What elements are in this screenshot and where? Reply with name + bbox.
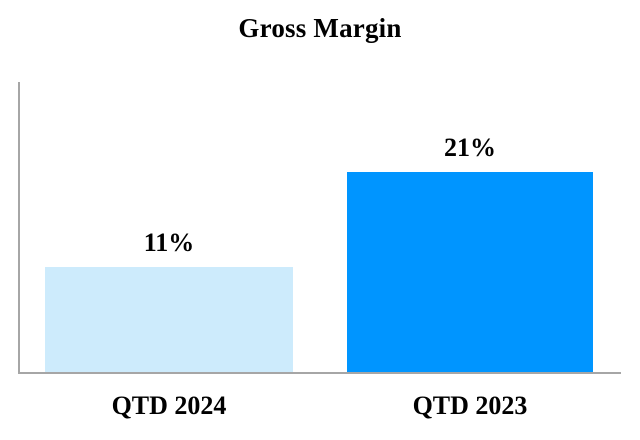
value-label-qtd-2024: 11% (143, 228, 195, 257)
bar-qtd-2023 (347, 172, 593, 372)
chart-title: Gross Margin (238, 13, 402, 43)
value-label-qtd-2023: 21% (444, 133, 496, 162)
y-axis-line (18, 82, 20, 374)
x-axis-line (18, 372, 621, 374)
x-axis-label-qtd-2024: QTD 2024 (111, 391, 227, 420)
x-axis-label-qtd-2023: QTD 2023 (412, 391, 528, 420)
bar-qtd-2024 (45, 267, 293, 372)
